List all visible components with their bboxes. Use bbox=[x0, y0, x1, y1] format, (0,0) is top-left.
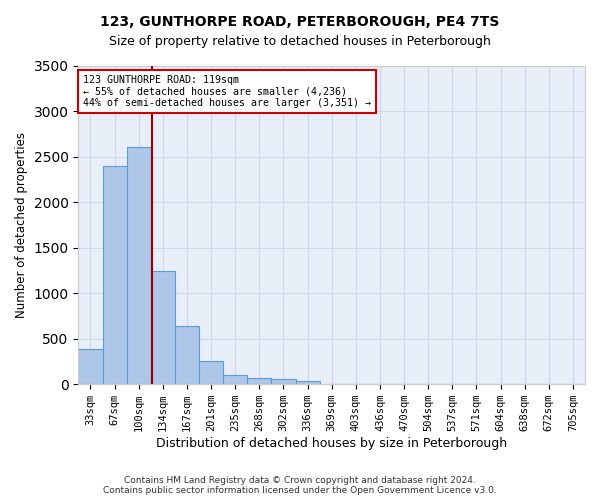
Bar bbox=[79, 348, 103, 384]
Bar bbox=[199, 360, 223, 384]
Bar bbox=[296, 380, 320, 384]
Y-axis label: Number of detached properties: Number of detached properties bbox=[15, 132, 28, 318]
Bar bbox=[247, 378, 271, 384]
Bar bbox=[271, 379, 296, 384]
Text: 123, GUNTHORPE ROAD, PETERBOROUGH, PE4 7TS: 123, GUNTHORPE ROAD, PETERBOROUGH, PE4 7… bbox=[100, 15, 500, 29]
Bar bbox=[223, 375, 247, 384]
Text: Size of property relative to detached houses in Peterborough: Size of property relative to detached ho… bbox=[109, 35, 491, 48]
X-axis label: Distribution of detached houses by size in Peterborough: Distribution of detached houses by size … bbox=[156, 437, 507, 450]
Text: Contains HM Land Registry data © Crown copyright and database right 2024.
Contai: Contains HM Land Registry data © Crown c… bbox=[103, 476, 497, 495]
Bar bbox=[103, 166, 127, 384]
Bar bbox=[127, 148, 151, 384]
Bar bbox=[151, 272, 175, 384]
Bar bbox=[175, 326, 199, 384]
Text: 123 GUNTHORPE ROAD: 119sqm
← 55% of detached houses are smaller (4,236)
44% of s: 123 GUNTHORPE ROAD: 119sqm ← 55% of deta… bbox=[83, 75, 371, 108]
